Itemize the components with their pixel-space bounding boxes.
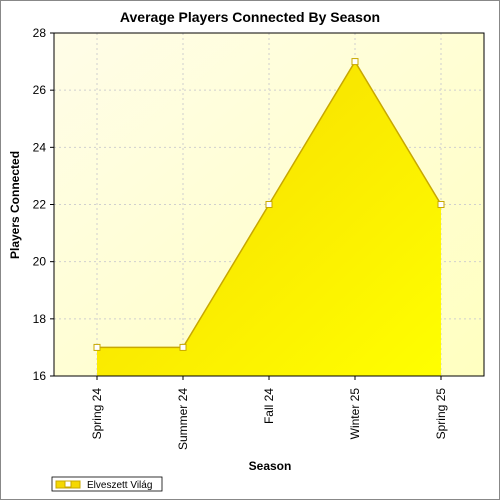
y-axis-label: Players Connected — [8, 151, 22, 259]
legend-label: Elveszett Világ — [87, 480, 152, 491]
x-tick-label: Fall 24 — [262, 388, 276, 424]
x-tick-label: Winter 25 — [348, 388, 362, 440]
data-point — [351, 58, 359, 66]
legend-marker — [64, 480, 72, 488]
y-tick-label: 22 — [33, 198, 47, 212]
y-tick-label: 24 — [33, 140, 47, 154]
markers — [93, 58, 445, 351]
x-tick-label: Spring 24 — [90, 388, 104, 440]
x-tick-label: Spring 25 — [434, 388, 448, 440]
y-tick-label: 18 — [33, 312, 47, 326]
x-axis-ticks: Spring 24 Summer 24 Fall 24 Winter 25 Spring… — [90, 376, 448, 450]
x-axis-label: Season — [249, 459, 292, 473]
x-tick-label: Summer 24 — [176, 388, 190, 450]
y-tick-label: 26 — [33, 83, 47, 97]
y-axis-ticks: 16 18 20 22 24 26 28 — [33, 26, 54, 383]
data-point — [93, 343, 101, 351]
chart-title: Average Players Connected By Season — [120, 9, 380, 25]
legend: Elveszett Világ — [51, 476, 163, 492]
y-tick-label: 16 — [33, 369, 47, 383]
series-area — [97, 61, 441, 376]
y-tick-label: 28 — [33, 26, 47, 40]
data-point — [265, 201, 273, 208]
data-point — [437, 201, 445, 208]
y-tick-label: 20 — [33, 255, 47, 269]
data-point — [179, 343, 187, 351]
